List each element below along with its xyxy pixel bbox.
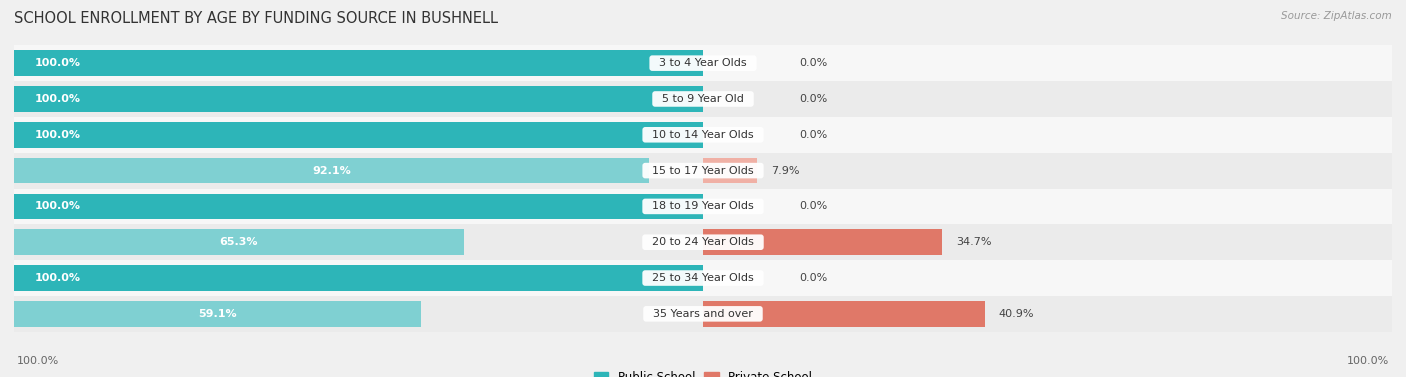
Text: 0.0%: 0.0% bbox=[800, 273, 828, 283]
Bar bbox=[14, 260, 1392, 296]
Bar bbox=[703, 158, 758, 184]
Text: 0.0%: 0.0% bbox=[800, 58, 828, 68]
Text: 100.0%: 100.0% bbox=[35, 130, 80, 140]
Legend: Public School, Private School: Public School, Private School bbox=[589, 366, 817, 377]
Bar bbox=[14, 45, 1392, 81]
Text: 20 to 24 Year Olds: 20 to 24 Year Olds bbox=[645, 237, 761, 247]
Text: 100.0%: 100.0% bbox=[35, 94, 80, 104]
Bar bbox=[14, 193, 703, 219]
Bar bbox=[14, 50, 703, 76]
Bar bbox=[14, 265, 703, 291]
Text: 3 to 4 Year Olds: 3 to 4 Year Olds bbox=[652, 58, 754, 68]
Text: 92.1%: 92.1% bbox=[312, 166, 350, 176]
Text: 7.9%: 7.9% bbox=[772, 166, 800, 176]
Text: Source: ZipAtlas.com: Source: ZipAtlas.com bbox=[1281, 11, 1392, 21]
Text: 0.0%: 0.0% bbox=[800, 201, 828, 211]
Bar bbox=[14, 158, 648, 184]
Text: 100.0%: 100.0% bbox=[35, 201, 80, 211]
Text: 15 to 17 Year Olds: 15 to 17 Year Olds bbox=[645, 166, 761, 176]
Bar bbox=[14, 86, 703, 112]
Bar bbox=[703, 301, 984, 327]
Text: 100.0%: 100.0% bbox=[17, 356, 59, 366]
Text: 25 to 34 Year Olds: 25 to 34 Year Olds bbox=[645, 273, 761, 283]
Text: 59.1%: 59.1% bbox=[198, 309, 238, 319]
Text: 5 to 9 Year Old: 5 to 9 Year Old bbox=[655, 94, 751, 104]
Bar bbox=[703, 229, 942, 255]
Text: 100.0%: 100.0% bbox=[35, 58, 80, 68]
Bar bbox=[14, 81, 1392, 117]
Text: 40.9%: 40.9% bbox=[998, 309, 1033, 319]
Text: 0.0%: 0.0% bbox=[800, 130, 828, 140]
Bar bbox=[14, 117, 1392, 153]
Text: 34.7%: 34.7% bbox=[956, 237, 991, 247]
Text: 65.3%: 65.3% bbox=[219, 237, 259, 247]
Bar bbox=[14, 301, 422, 327]
Bar bbox=[14, 229, 464, 255]
Bar bbox=[14, 153, 1392, 188]
Text: 0.0%: 0.0% bbox=[800, 94, 828, 104]
Bar bbox=[14, 296, 1392, 332]
Text: 18 to 19 Year Olds: 18 to 19 Year Olds bbox=[645, 201, 761, 211]
Text: 100.0%: 100.0% bbox=[35, 273, 80, 283]
Text: 35 Years and over: 35 Years and over bbox=[647, 309, 759, 319]
Text: SCHOOL ENROLLMENT BY AGE BY FUNDING SOURCE IN BUSHNELL: SCHOOL ENROLLMENT BY AGE BY FUNDING SOUR… bbox=[14, 11, 498, 26]
Bar bbox=[14, 224, 1392, 260]
Text: 100.0%: 100.0% bbox=[1347, 356, 1389, 366]
Bar bbox=[14, 188, 1392, 224]
Bar bbox=[14, 122, 703, 148]
Text: 10 to 14 Year Olds: 10 to 14 Year Olds bbox=[645, 130, 761, 140]
